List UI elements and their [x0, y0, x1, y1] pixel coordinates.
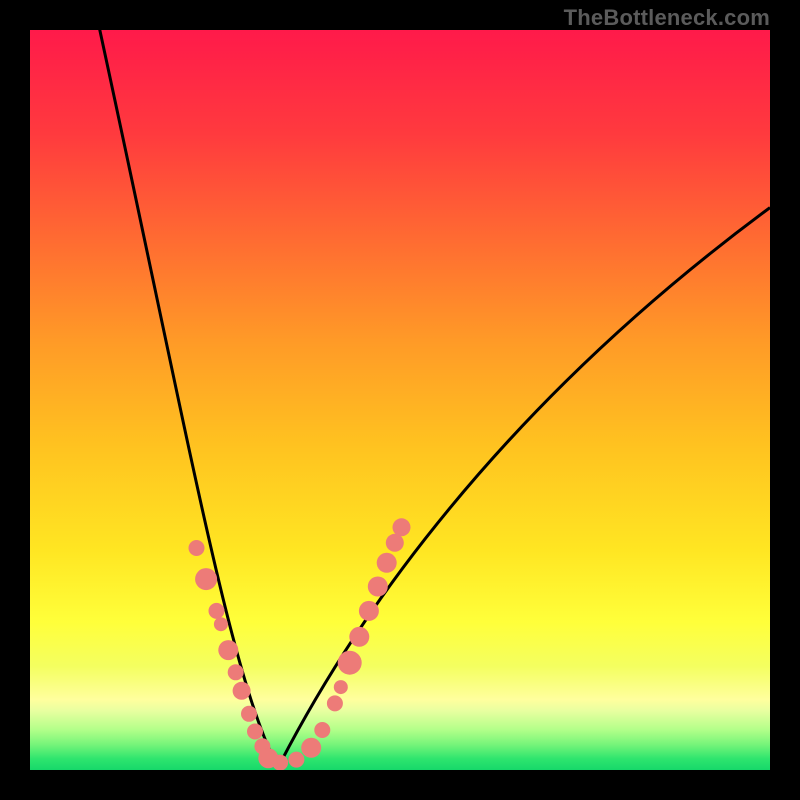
- data-marker: [301, 738, 321, 758]
- data-marker: [189, 540, 205, 556]
- data-marker: [359, 601, 379, 621]
- watermark-text: TheBottleneck.com: [564, 5, 770, 31]
- data-marker: [349, 627, 369, 647]
- data-marker: [314, 722, 330, 738]
- data-markers: [189, 518, 411, 770]
- data-marker: [233, 682, 251, 700]
- data-marker: [377, 553, 397, 573]
- plot-area: [30, 30, 770, 770]
- chart-canvas: TheBottleneck.com: [0, 0, 800, 800]
- data-marker: [209, 603, 225, 619]
- data-marker: [386, 534, 404, 552]
- data-marker: [214, 617, 228, 631]
- data-marker: [288, 752, 304, 768]
- data-marker: [368, 577, 388, 597]
- data-marker: [241, 706, 257, 722]
- data-marker: [228, 664, 244, 680]
- data-marker: [393, 518, 411, 536]
- data-marker: [272, 755, 288, 770]
- data-marker: [218, 640, 238, 660]
- bottleneck-curve: [30, 30, 770, 770]
- data-marker: [334, 680, 348, 694]
- data-marker: [247, 724, 263, 740]
- data-marker: [338, 651, 362, 675]
- data-marker: [327, 695, 343, 711]
- data-marker: [195, 568, 217, 590]
